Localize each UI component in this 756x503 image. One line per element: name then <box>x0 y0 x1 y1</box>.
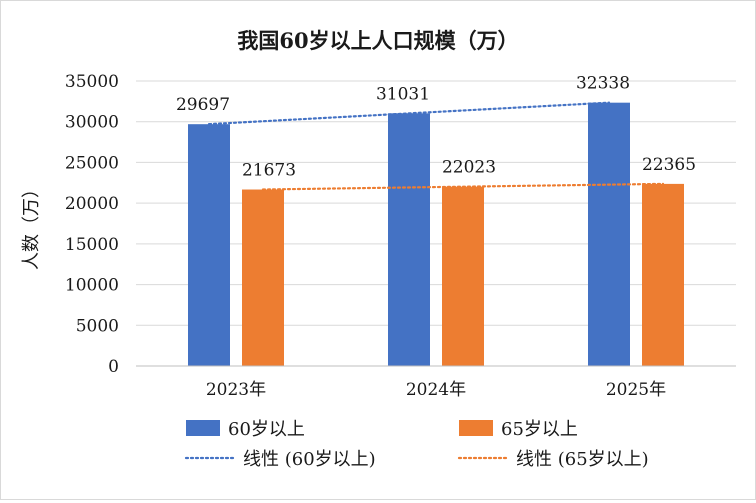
y-tick-label: 25000 <box>65 153 119 173</box>
bar-age60 <box>588 102 630 367</box>
bar-age60 <box>188 124 230 366</box>
y-tick-label: 15000 <box>65 235 119 255</box>
y-axis-title: 人数（万） <box>21 180 42 270</box>
y-tick-label: 35000 <box>65 72 119 92</box>
legend-swatch <box>459 420 493 436</box>
y-tick-label: 20000 <box>65 194 119 214</box>
y-tick-label: 10000 <box>65 276 119 296</box>
legend-label: 线性 (60岁以上) <box>243 449 376 470</box>
legend-label: 60岁以上 <box>228 419 305 440</box>
y-tick-label: 5000 <box>76 316 119 336</box>
trendline-age65 <box>261 182 665 191</box>
bar-age65 <box>642 183 684 366</box>
bar-age65 <box>442 186 484 366</box>
legend-label: 线性 (65岁以上) <box>516 449 649 470</box>
legend-swatch <box>186 420 220 436</box>
data-label: 21673 <box>242 161 296 181</box>
bar-age65 <box>242 189 284 366</box>
bar-age60 <box>388 113 430 366</box>
y-tick-label: 0 <box>108 357 119 377</box>
data-label: 32338 <box>576 74 630 94</box>
data-label: 31031 <box>376 84 430 104</box>
chart-title: 我国60岁以上人口规模（万） <box>237 28 518 53</box>
data-label: 29697 <box>176 95 230 115</box>
legend-label: 65岁以上 <box>501 419 578 440</box>
x-tick-label: 2023年 <box>206 380 266 400</box>
data-label: 22023 <box>442 158 496 178</box>
y-tick-label: 30000 <box>65 113 119 133</box>
trendline-age60 <box>207 101 611 126</box>
data-label: 22365 <box>642 155 696 175</box>
x-tick-label: 2024年 <box>406 380 466 400</box>
x-tick-label: 2025年 <box>606 380 666 400</box>
